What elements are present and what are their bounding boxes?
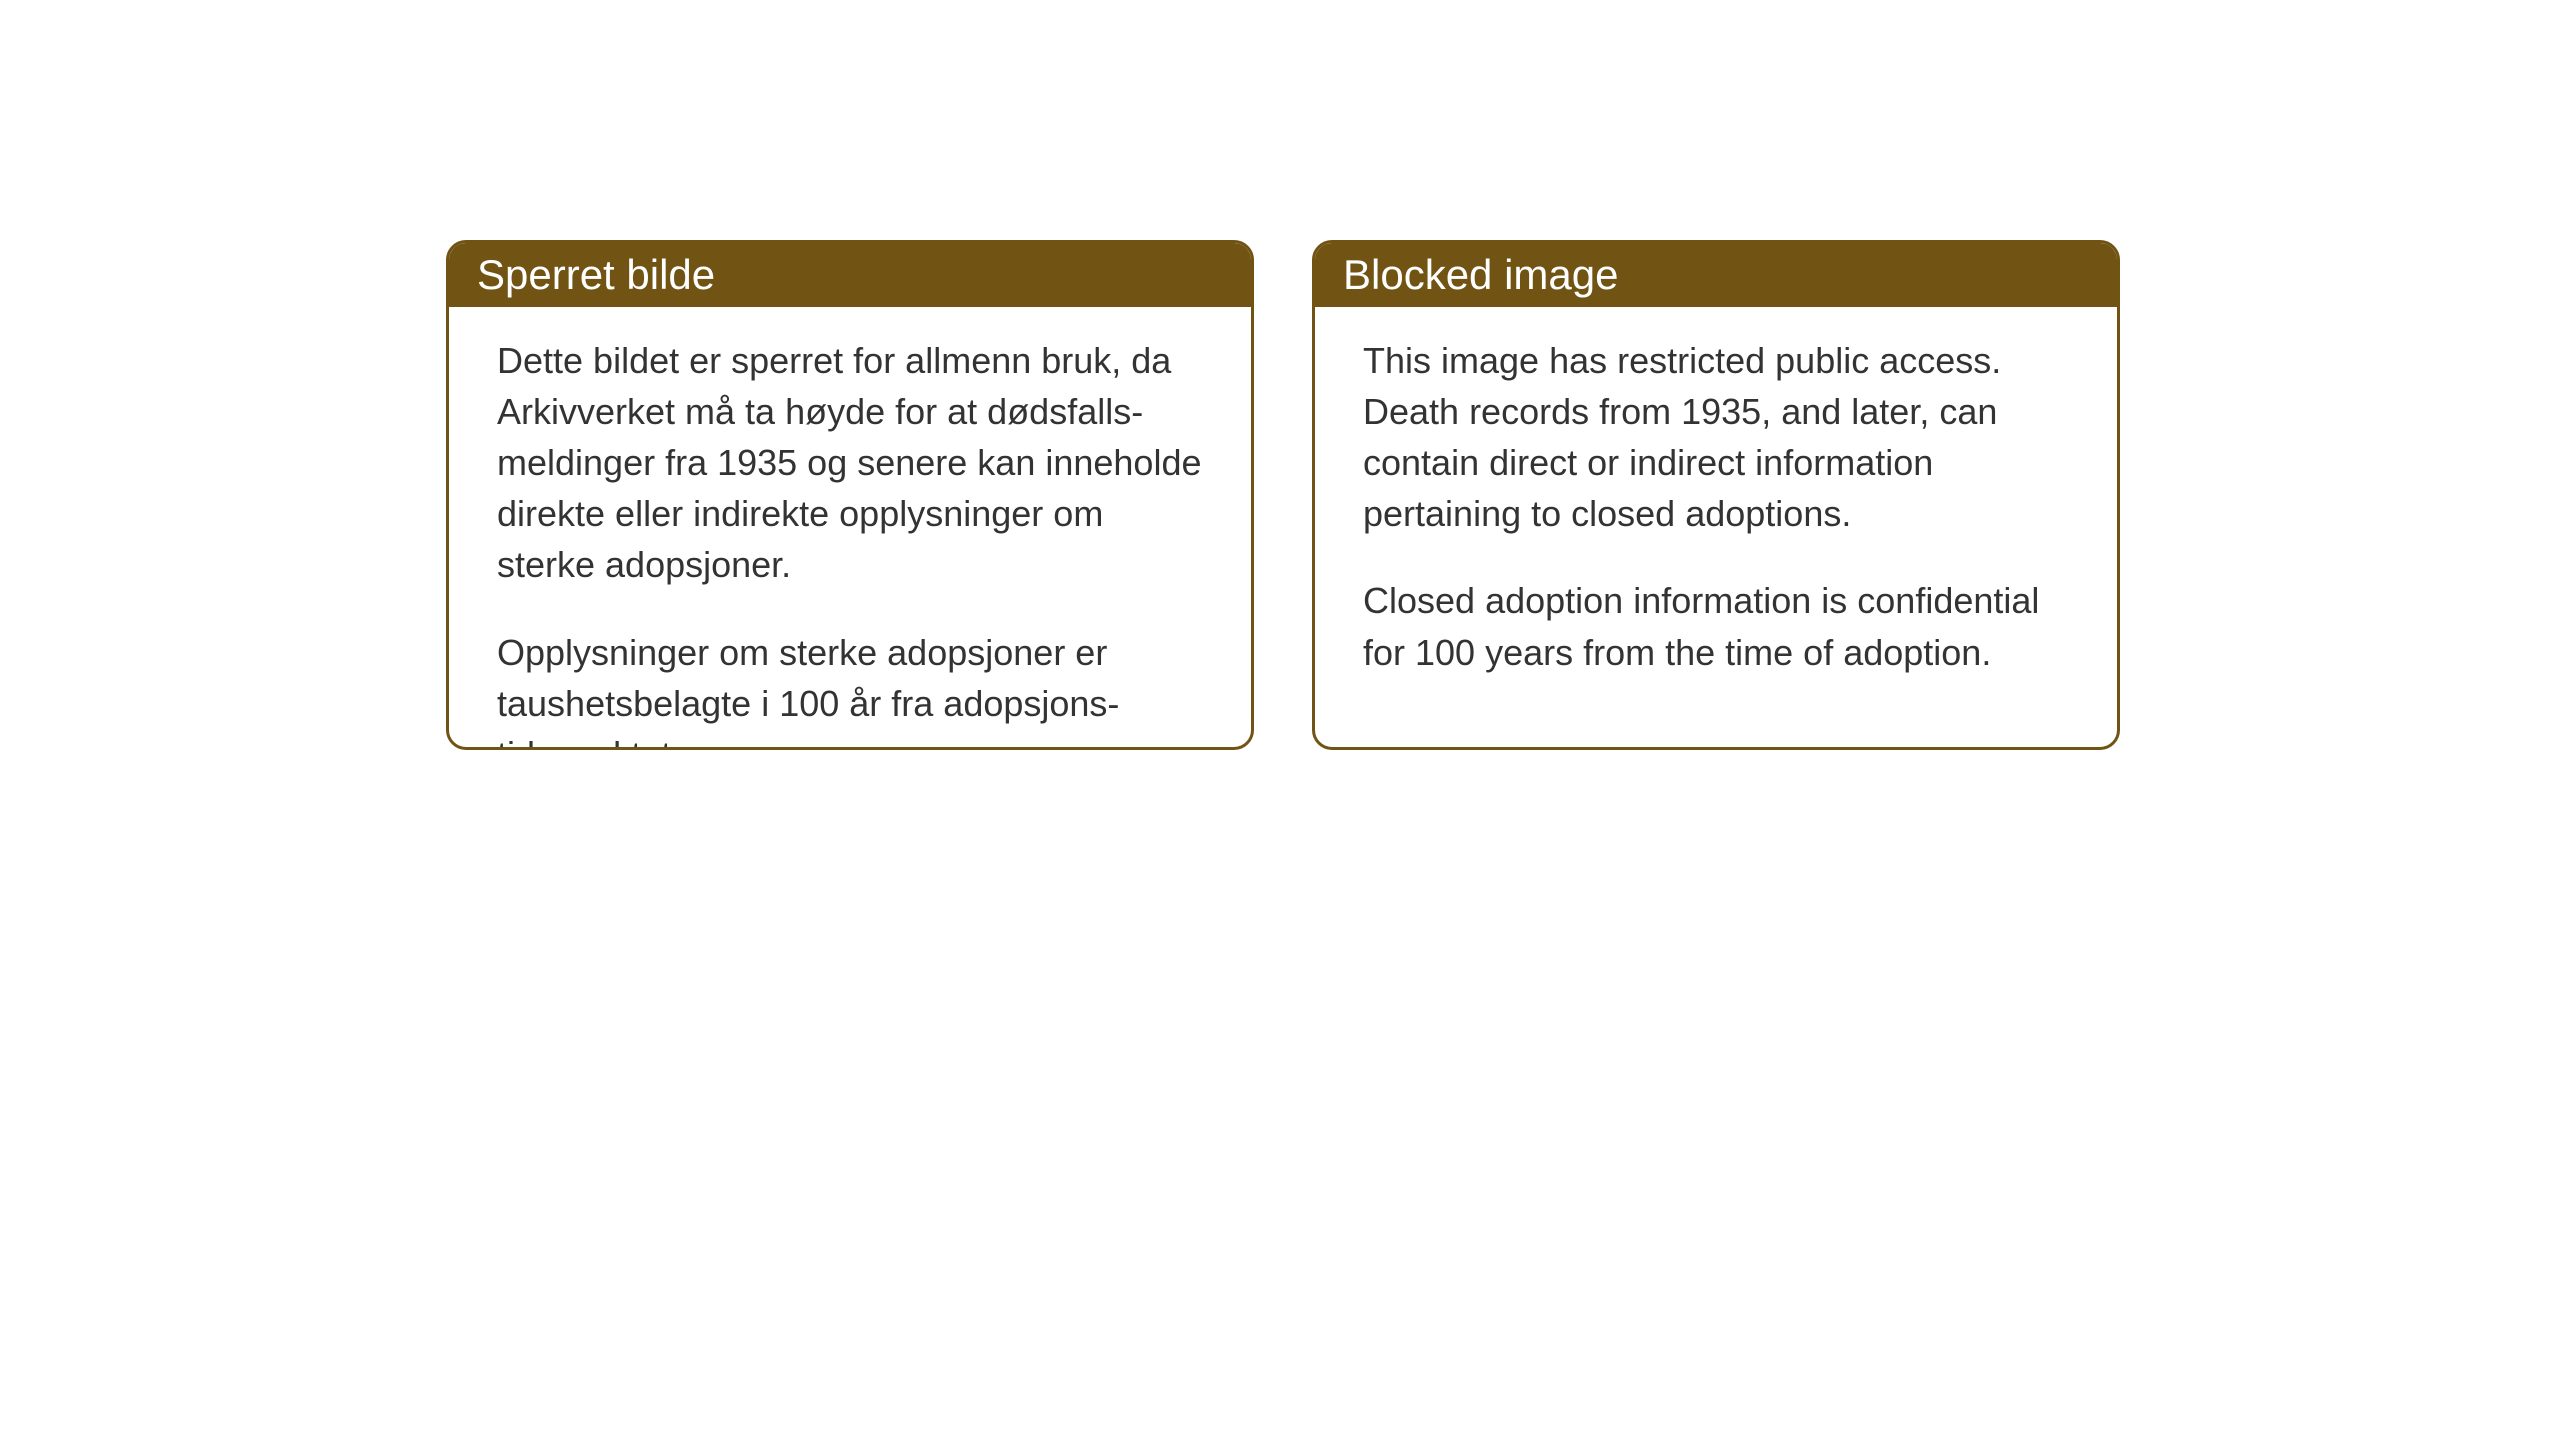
english-card-title: Blocked image [1343,251,1618,298]
norwegian-paragraph-1: Dette bildet er sperret for allmenn bruk… [497,335,1203,591]
norwegian-paragraph-2: Opplysninger om sterke adopsjoner er tau… [497,627,1203,750]
english-card-body: This image has restricted public access.… [1315,307,2117,706]
norwegian-card-body: Dette bildet er sperret for allmenn bruk… [449,307,1251,750]
norwegian-card-title: Sperret bilde [477,251,715,298]
english-card: Blocked image This image has restricted … [1312,240,2120,750]
english-card-header: Blocked image [1315,243,2117,307]
norwegian-card-header: Sperret bilde [449,243,1251,307]
cards-container: Sperret bilde Dette bildet er sperret fo… [446,240,2120,750]
norwegian-card: Sperret bilde Dette bildet er sperret fo… [446,240,1254,750]
english-paragraph-2: Closed adoption information is confident… [1363,575,2069,677]
english-paragraph-1: This image has restricted public access.… [1363,335,2069,539]
